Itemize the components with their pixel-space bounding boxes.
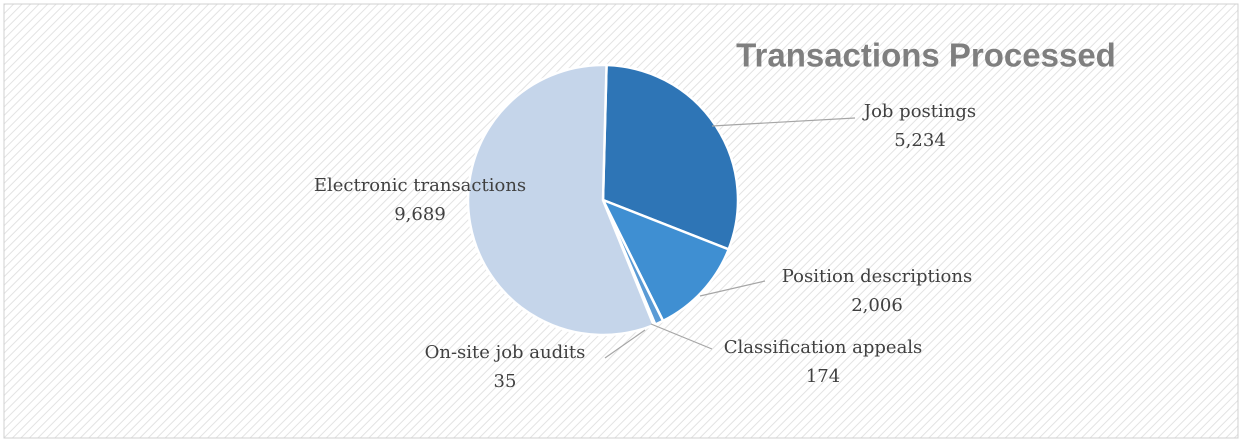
data-label-category: Electronic transactions (314, 175, 526, 196)
chart-title: Transactions Processed (736, 37, 1116, 74)
leader-line (650, 323, 713, 350)
data-label-value: 9,689 (394, 204, 446, 225)
data-label-category: Classification appeals (724, 337, 923, 358)
pie-slice (600, 197, 731, 323)
data-label-value: 5,234 (894, 130, 946, 151)
pie-slice (466, 63, 656, 337)
data-label-value: 2,006 (851, 295, 903, 316)
data-label-category: Position descriptions (782, 266, 972, 287)
leader-line (604, 329, 646, 359)
data-label-value: 174 (806, 366, 840, 387)
data-label-value: 35 (494, 371, 517, 392)
data-label-category: Job postings (862, 101, 976, 122)
data-label-category: On-site job audits (425, 342, 586, 363)
leader-line (711, 117, 856, 127)
leader-line (699, 280, 766, 297)
